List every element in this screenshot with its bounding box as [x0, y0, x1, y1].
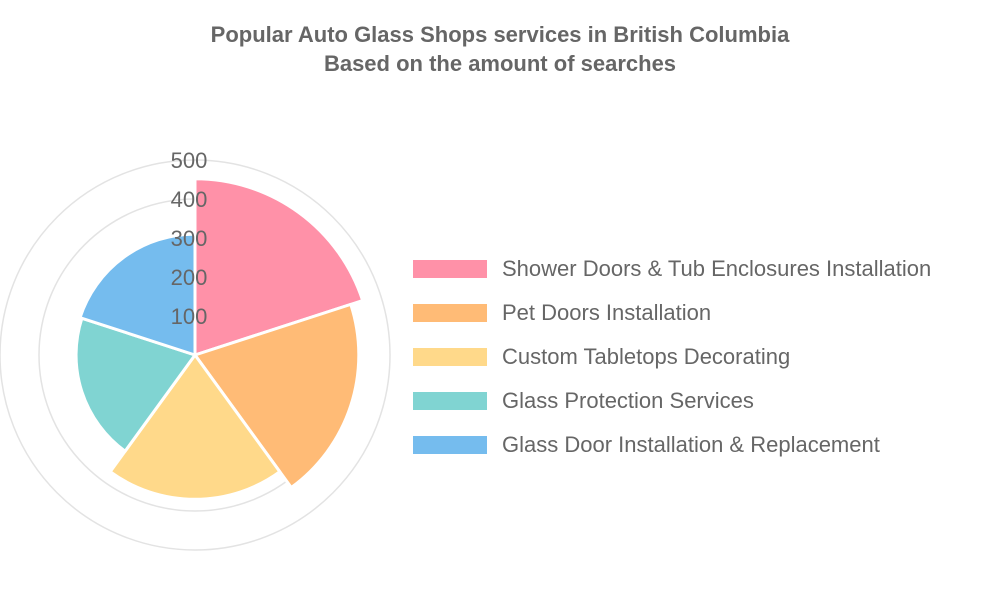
chart-title: Popular Auto Glass Shops services in Bri…	[0, 20, 1000, 78]
radial-tick-labels: 100 200 300 400 500	[171, 148, 208, 329]
tick-label-100: 100	[171, 304, 208, 329]
chart-title-line-1: Popular Auto Glass Shops services in Bri…	[210, 22, 790, 47]
legend-label: Glass Door Installation & Replacement	[502, 432, 880, 457]
slices	[74, 177, 365, 501]
legend-swatch	[412, 259, 488, 279]
slice-4[interactable]	[74, 316, 197, 453]
legend-label: Custom Tabletops Decorating	[502, 344, 791, 369]
tick-label-400: 400	[171, 187, 208, 212]
tick-label-200: 200	[171, 265, 208, 290]
legend-swatch	[412, 303, 488, 323]
legend-item-1[interactable]: Shower Doors & Tub Enclosures Installati…	[412, 247, 992, 291]
legend-item-4[interactable]: Glass Protection Services	[412, 379, 992, 423]
legend-label: Shower Doors & Tub Enclosures Installati…	[502, 256, 932, 281]
legend-item-2[interactable]: Pet Doors Installation	[412, 291, 992, 335]
legend-label: Glass Protection Services	[502, 388, 754, 413]
slice-5[interactable]	[78, 232, 197, 357]
slice-1[interactable]	[193, 177, 365, 357]
legend: Shower Doors & Tub Enclosures Installati…	[412, 247, 992, 467]
legend-swatch	[412, 391, 488, 411]
slice-2[interactable]	[193, 302, 361, 490]
legend-swatch	[412, 435, 488, 455]
grid-circle-500	[0, 159, 391, 551]
tick-label-300: 300	[171, 226, 208, 251]
legend-swatch	[412, 347, 488, 367]
legend-item-3[interactable]: Custom Tabletops Decorating	[412, 335, 992, 379]
legend-label: Pet Doors Installation	[502, 300, 712, 325]
legend-item-5[interactable]: Glass Door Installation & Replacement	[412, 423, 992, 467]
tick-label-500: 500	[171, 148, 208, 173]
chart-subtitle: Based on the amount of searches	[323, 51, 677, 76]
slice-3[interactable]	[108, 353, 282, 501]
